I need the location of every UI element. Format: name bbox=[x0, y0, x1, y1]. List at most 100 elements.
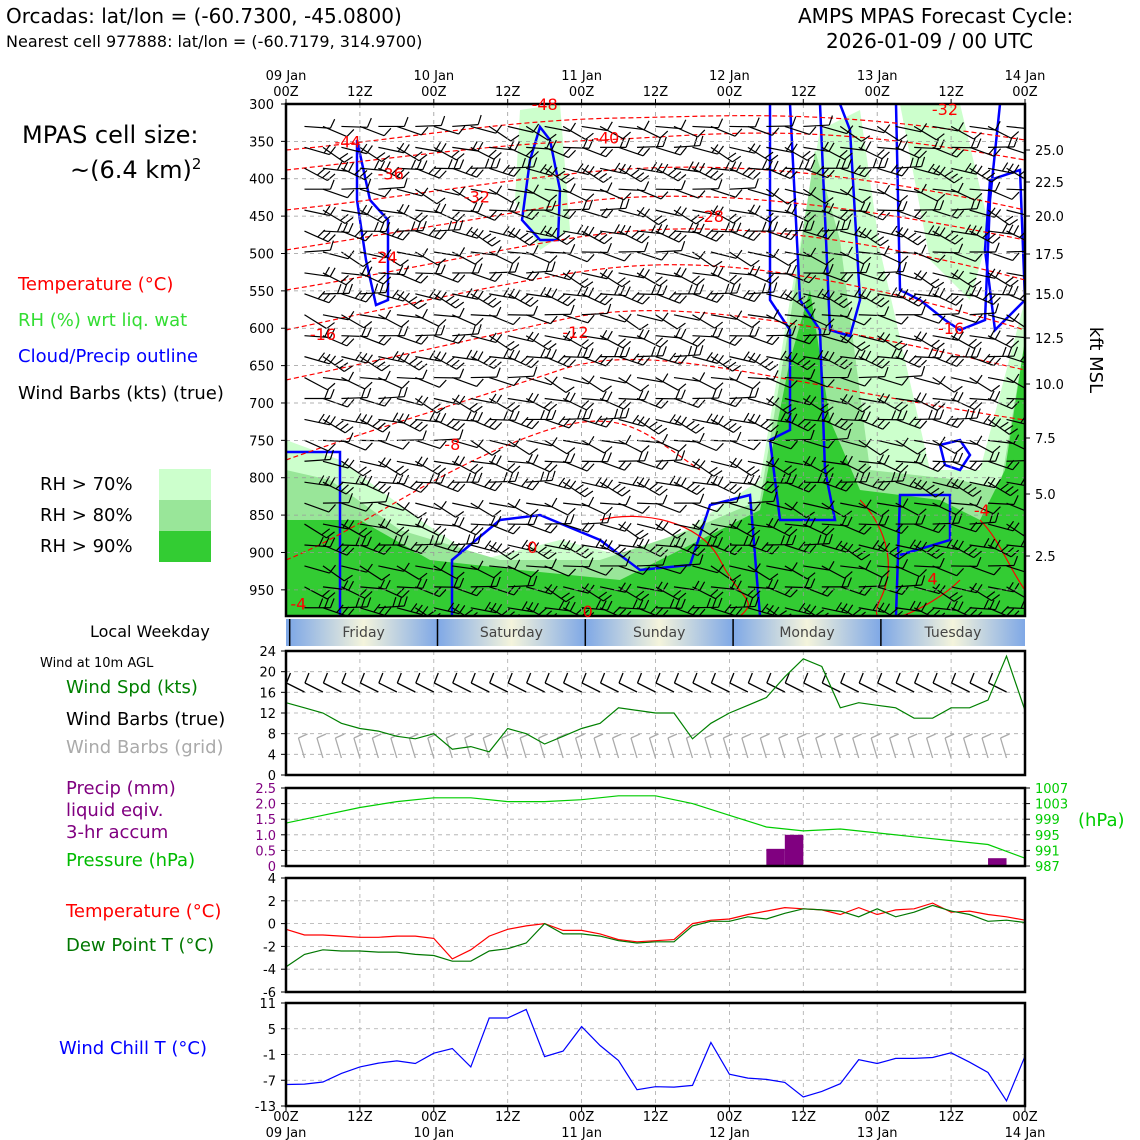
wind-barb bbox=[304, 502, 330, 513]
wind-barb-feather bbox=[715, 233, 724, 242]
wind-barb-feather bbox=[1004, 424, 1014, 432]
wind-barb-feather bbox=[637, 268, 645, 278]
wind-barb-feather bbox=[568, 149, 576, 158]
wind-barb-feather bbox=[635, 172, 645, 180]
wind-barb-feather bbox=[422, 430, 427, 441]
wind-barb-feather bbox=[895, 462, 904, 471]
surface-wind-barb-true bbox=[969, 682, 989, 693]
wind-barb-feather bbox=[473, 405, 483, 413]
wind-barb-feather bbox=[473, 196, 483, 204]
wind-barb bbox=[304, 293, 330, 304]
wind-barb bbox=[747, 607, 774, 616]
wind-barb-feather bbox=[717, 415, 724, 425]
bottom-time-hour-label: 00Z bbox=[864, 1110, 890, 1125]
surface-wind-barb-true-feather bbox=[729, 672, 735, 684]
wind-barb-feather bbox=[556, 231, 566, 240]
wind-barb bbox=[525, 335, 549, 350]
wind-barb-feather bbox=[525, 296, 534, 305]
panel-y-tick-label: 0.5 bbox=[255, 844, 276, 859]
wind-barb bbox=[876, 460, 902, 473]
wind-barb-feather bbox=[605, 358, 614, 367]
wind-barb bbox=[1006, 209, 1025, 216]
wind-barb-feather bbox=[503, 348, 509, 359]
wind-barb-feather bbox=[606, 330, 613, 341]
wind-barb-feather bbox=[994, 512, 1000, 523]
wind-barb-feather bbox=[921, 514, 926, 525]
surface-wind-barb-grid bbox=[796, 737, 804, 759]
wind-barb bbox=[766, 356, 792, 363]
wind-barb-feather bbox=[674, 206, 682, 216]
wind-barb-feather bbox=[845, 213, 854, 222]
wind-barb-feather bbox=[898, 134, 908, 142]
wind-barb-feather bbox=[493, 361, 502, 369]
wind-barb bbox=[599, 376, 626, 384]
wind-barb-feather bbox=[845, 273, 854, 283]
wind-barb bbox=[470, 481, 496, 492]
wind-barb-feather bbox=[650, 605, 658, 614]
wind-barb-feather bbox=[749, 535, 755, 546]
wind-barb-feather bbox=[508, 227, 516, 237]
wind-barb bbox=[415, 586, 440, 598]
surface-wind-barb-true-feather bbox=[359, 672, 365, 684]
surface-wind-barb-grid-feather bbox=[353, 733, 364, 739]
wind-barb-feather bbox=[613, 224, 620, 234]
wind-barb bbox=[488, 397, 513, 413]
wind-barb-feather bbox=[809, 456, 817, 467]
wind-barb bbox=[913, 460, 939, 472]
wind-barb-feather bbox=[717, 327, 724, 338]
wind-barb-feather bbox=[784, 587, 793, 596]
wind-barb-feather bbox=[477, 533, 482, 544]
wind-barb-feather bbox=[773, 160, 779, 171]
wind-barb bbox=[451, 607, 467, 616]
wind-barb-feather bbox=[828, 142, 835, 152]
wind-barb bbox=[729, 460, 752, 476]
wind-barb-feather bbox=[976, 138, 982, 149]
data-layer bbox=[285, 654, 1026, 1103]
wind-barb bbox=[987, 481, 1011, 497]
surface-wind-barb-grid bbox=[833, 737, 841, 759]
wind-barb bbox=[932, 418, 958, 429]
wind-barb-feather bbox=[927, 225, 935, 235]
wind-barb-feather bbox=[828, 351, 835, 362]
wind-barb-feather bbox=[765, 482, 774, 491]
top-time-hour-label: 12Z bbox=[347, 85, 373, 100]
wind-barb bbox=[747, 314, 774, 319]
wind-barb-feather bbox=[642, 566, 651, 575]
wind-barb-feather bbox=[329, 416, 336, 426]
surface-wind-barb-grid-feather bbox=[760, 733, 770, 739]
wind-barb bbox=[858, 439, 881, 456]
wind-barb bbox=[544, 167, 567, 184]
wind-barb-feather bbox=[341, 336, 350, 345]
wind-barb-feather bbox=[713, 470, 723, 477]
wind-barb-feather bbox=[643, 241, 649, 252]
wind-barb bbox=[433, 335, 459, 344]
wind-barb-feather bbox=[455, 301, 465, 309]
wind-barb-feather bbox=[806, 362, 816, 371]
wind-barb bbox=[581, 544, 608, 550]
wind-barb-feather bbox=[847, 428, 852, 439]
wind-barb-feather bbox=[933, 409, 939, 420]
wind-barb bbox=[637, 145, 664, 148]
wind-barb bbox=[710, 460, 737, 469]
wind-barb-feather bbox=[828, 561, 835, 571]
surface-wind-barb-true bbox=[895, 682, 915, 693]
wind-barb-feather bbox=[856, 341, 866, 348]
wind-barb-feather bbox=[788, 258, 797, 266]
wind-barb bbox=[766, 502, 792, 511]
wind-barb bbox=[636, 167, 663, 174]
wind-barb-feather bbox=[414, 212, 423, 220]
wind-barb-feather bbox=[659, 549, 669, 557]
wind-barb-layer bbox=[304, 114, 1025, 616]
wind-barb bbox=[488, 607, 505, 616]
wind-barb-feather bbox=[687, 345, 693, 356]
wind-barb-feather bbox=[403, 562, 410, 572]
wind-barb bbox=[655, 565, 681, 575]
wind-barb-feather bbox=[539, 163, 547, 173]
wind-barb-feather bbox=[920, 183, 927, 194]
wind-barb-feather bbox=[865, 350, 872, 361]
wind-barb-feather bbox=[582, 138, 588, 149]
wind-barb-feather bbox=[809, 544, 817, 554]
pressure-tick-label: 600 bbox=[249, 322, 274, 337]
wind-barb-feather bbox=[950, 295, 959, 304]
surface-wind-barb-true-feather bbox=[599, 672, 606, 684]
